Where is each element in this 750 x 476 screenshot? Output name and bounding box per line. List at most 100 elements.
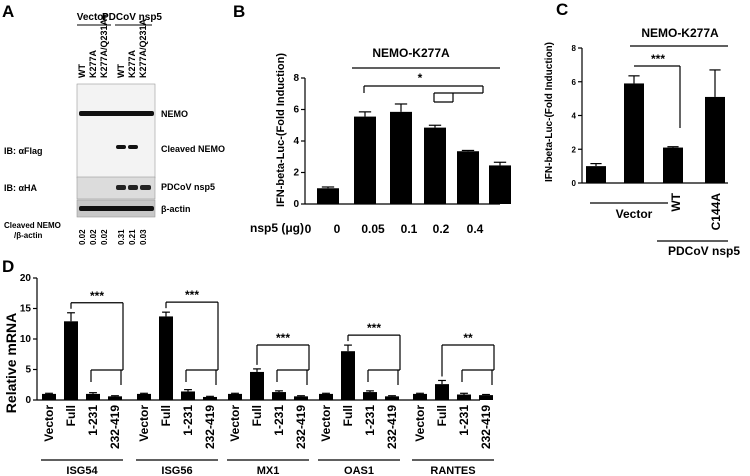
panel-b-chart: IFN-beta-Luc-(Fold Induction) NEMO-K277A… [250,46,511,236]
bar [489,165,511,204]
x-tick-label: 1-231 [363,405,377,436]
panel-b-title: NEMO-K277A [372,46,450,60]
group-vector-label: Vector [77,12,108,23]
bar [354,116,376,204]
significance-mark: *** [185,288,199,302]
panel-c-group-nsp5: PDCoV nsp5 [668,244,740,258]
y-tick-label: 8 [293,73,299,84]
ib-flag-label: IB: αFlag [4,146,43,156]
lane-label: K277A [88,49,98,78]
x-tick-label: 232-419 [203,405,217,449]
panel-d-ylabel: Relative mRNA [3,313,19,413]
bar [663,147,683,183]
nsp5-band [128,185,138,190]
x-tick-label: 0.1 [401,222,418,236]
y-tick-label: 0 [293,199,299,210]
panel-c-title: NEMO-K277A [641,26,719,40]
bar [42,393,56,400]
panel-label-d: D [2,257,14,276]
ratio-label-line1: Cleaved NEMO [4,221,61,230]
bar [457,151,479,204]
x-tick-label: 0 [305,222,312,236]
bar [159,316,173,400]
x-tick-label: Full [159,405,173,426]
bar [228,393,242,400]
x-tick-label: Full [250,405,264,426]
group-label: ISG56 [161,465,192,476]
significance-mark: ** [463,331,473,345]
ratio-value: 0.02 [89,229,98,245]
panel-a-blot: Vector PDCoV nsp5 WT K277A K277A/Q231A W… [4,12,225,245]
y-tick-label: 0 [25,395,31,406]
lane-label: K277A/Q231A [138,18,148,78]
y-tick-label: 2 [572,145,577,154]
panel-c-group-vector: Vector [616,207,653,221]
nsp5-band [140,185,151,190]
band-label-actin: β-actin [161,204,191,214]
x-tick-label: WT [669,192,683,211]
cleaved-nemo-band [116,145,126,149]
ratio-value: 0.21 [128,229,137,245]
x-tick-label: 232-419 [294,405,308,449]
significance-mark: * [418,71,423,85]
bar [341,351,355,400]
group-label: ISG54 [66,465,98,476]
ratio-label-line2: /β-actin [14,231,43,240]
bar [86,393,100,400]
lane-label: K277A/Q231A [99,18,109,78]
group-label: MX1 [257,465,280,476]
y-tick-label: 2 [293,168,299,179]
cleaved-nemo-band [128,145,138,149]
x-tick-label: 0.4 [467,222,484,236]
ratio-value: 0.31 [117,229,126,245]
significance-mark: *** [276,331,290,345]
actin-band [79,206,154,211]
y-tick-label: 15 [20,304,32,315]
bar [457,394,471,400]
bar [317,188,339,204]
x-tick-label: C144A [709,193,723,231]
y-tick-label: 5 [25,365,31,376]
x-tick-label: 0.2 [433,222,450,236]
y-tick-label: 6 [572,78,577,87]
bar [250,371,264,400]
bar [413,393,427,400]
ratio-value: 0.02 [78,229,87,245]
bar [108,396,122,400]
group-label: RANTES [430,465,475,476]
x-tick-label: 232-419 [385,405,399,449]
bar [435,384,449,400]
band-label-nsp5: PDCoV nsp5 [161,182,215,192]
panel-b-xlabel: nsp5 (μg) [250,221,304,235]
x-tick-label: Vector [319,405,333,442]
panel-c-ylabel: IFN-beta-Luc-(Fold Induction) [544,42,555,182]
bar [424,127,446,204]
panel-label-c: C [556,0,568,19]
x-tick-label: Vector [137,405,151,442]
bar [705,96,725,183]
y-tick-label: 8 [572,44,577,53]
x-tick-label: 232-419 [479,405,493,449]
y-tick-label: 20 [20,273,32,284]
x-tick-label: Vector [42,405,56,442]
panel-d-chart: Relative mRNA 0 5 10 15 20 Vector Full 1-231 232… [3,273,495,476]
lane-label: WT [116,64,126,78]
bar [272,392,286,400]
blot-flag-membrane [76,83,156,179]
lane-label: WT [77,64,87,78]
x-tick-label: Vector [228,405,242,442]
significance-mark: *** [367,321,381,335]
bar [294,396,308,400]
lane-label: K277A [127,49,137,78]
y-tick-label: 0 [572,179,577,188]
panel-b-ylabel: IFN-beta-Luc-(Fold Induction) [275,53,287,207]
bar [385,396,399,400]
bar [319,393,333,400]
bar [363,392,377,400]
ratio-value: 0.02 [100,229,109,245]
y-tick-label: 4 [572,112,577,121]
bar [64,321,78,400]
x-tick-label: Full [341,405,355,426]
bar [137,393,151,400]
